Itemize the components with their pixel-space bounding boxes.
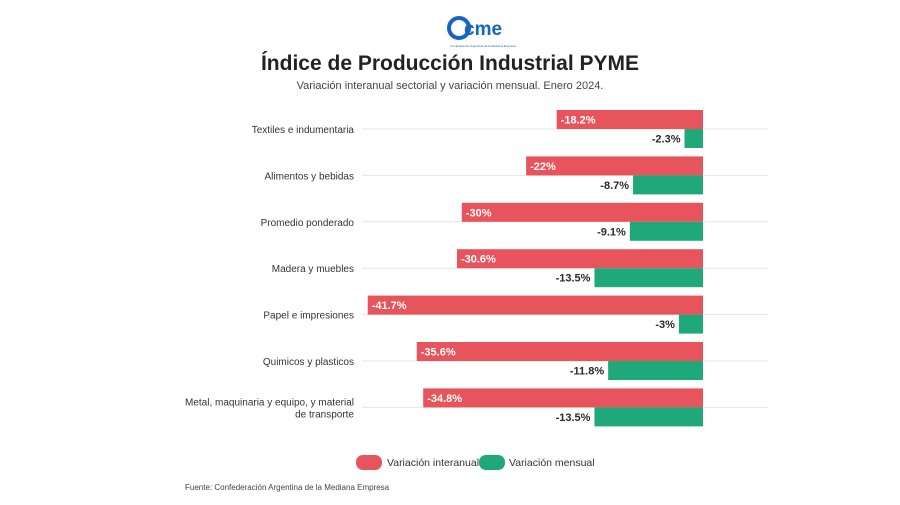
data-label-interanual: -41.7% — [372, 300, 407, 312]
data-label-interanual: -30.6% — [461, 254, 496, 266]
legend-label-interanual: Variación interanual — [387, 457, 479, 469]
chart-subtitle: Variación interanual sectorial y variaci… — [296, 80, 604, 92]
category-label: Metal, maquinaria y equipo, y material de… — [185, 397, 354, 420]
bar-mensual — [594, 407, 703, 427]
category-label: Papel e impresiones — [263, 311, 354, 322]
bar-mensual — [594, 268, 703, 288]
legend-swatch-interanual — [356, 455, 382, 470]
bar-interanual — [456, 249, 703, 269]
category-label-line: Alimentos y bebidas — [265, 171, 355, 182]
bar-mensual — [629, 221, 703, 241]
category-label-line: Textiles e indumentaria — [252, 125, 355, 136]
bar-interanual — [416, 342, 703, 361]
legend-label-mensual: Variación mensual — [509, 457, 595, 469]
bar-mensual — [684, 129, 703, 148]
data-label-mensual: -13.5% — [556, 273, 591, 285]
bar-interanual — [526, 156, 703, 176]
category-label-line: Madera y muebles — [272, 264, 354, 275]
bar-mensual — [608, 361, 703, 380]
bar-interanual — [423, 388, 703, 408]
logo-tagline: Confederación Argentina de la Mediana Em… — [450, 44, 516, 48]
bar-interanual — [367, 295, 703, 315]
logo-ring-icon — [447, 16, 471, 40]
data-label-mensual: -9.1% — [597, 226, 626, 238]
category-label-line: Papel e impresiones — [263, 311, 354, 322]
data-label-interanual: -30% — [466, 207, 492, 219]
bar-mensual — [633, 175, 703, 195]
logo-text: cme — [464, 19, 502, 40]
category-label-line: de transporte — [295, 409, 354, 420]
bar-mensual — [678, 314, 703, 334]
bar-interanual — [461, 202, 703, 222]
data-label-mensual: -8.7% — [600, 180, 629, 192]
chart-title: Índice de Producción Industrial PYME — [260, 52, 640, 75]
data-label-mensual: -2.3% — [652, 134, 681, 146]
data-label-mensual: -3% — [655, 319, 675, 331]
category-label-line: Promedio ponderado — [261, 218, 355, 229]
category-label: Promedio ponderado — [261, 218, 355, 229]
bar-interanual — [556, 110, 703, 129]
category-label: Quimicos y plasticos — [263, 357, 354, 368]
cme-logo: cme Confederación Argentina de la Median… — [447, 16, 516, 48]
data-label-interanual: -34.8% — [427, 393, 462, 405]
category-label: Textiles e indumentaria — [252, 125, 355, 136]
legend-swatch-mensual — [479, 455, 505, 470]
data-label-interanual: -35.6% — [421, 347, 456, 359]
data-label-mensual: -13.5% — [556, 412, 591, 424]
data-label-interanual: -18.2% — [561, 115, 596, 127]
category-label-line: Quimicos y plasticos — [263, 357, 354, 368]
category-label: Madera y muebles — [272, 264, 354, 275]
category-label: Alimentos y bebidas — [265, 171, 355, 182]
category-label-line: Metal, maquinaria y equipo, y material — [185, 397, 354, 408]
source-note: Fuente: Confederación Argentina de la Me… — [185, 483, 390, 492]
data-label-mensual: -11.8% — [570, 366, 604, 378]
data-label-interanual: -22% — [530, 161, 556, 173]
